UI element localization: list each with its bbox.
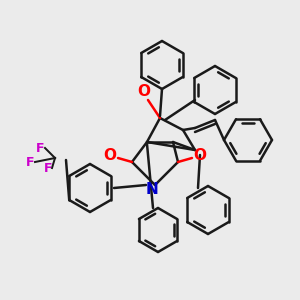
Text: O: O bbox=[194, 148, 206, 164]
Text: O: O bbox=[103, 148, 116, 164]
Text: F: F bbox=[26, 155, 34, 169]
Text: O: O bbox=[137, 85, 151, 100]
Text: F: F bbox=[36, 142, 44, 154]
Text: N: N bbox=[146, 182, 158, 196]
Text: F: F bbox=[44, 161, 52, 175]
